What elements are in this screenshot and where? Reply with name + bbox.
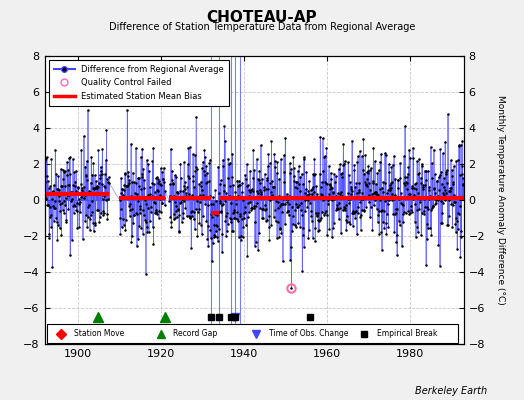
Y-axis label: Monthly Temperature Anomaly Difference (°C): Monthly Temperature Anomaly Difference (… xyxy=(496,95,505,305)
Text: Berkeley Earth: Berkeley Earth xyxy=(415,386,487,396)
Text: Time of Obs. Change: Time of Obs. Change xyxy=(269,329,348,338)
Legend: Difference from Regional Average, Quality Control Failed, Estimated Station Mean: Difference from Regional Average, Qualit… xyxy=(49,60,229,106)
Text: Difference of Station Temperature Data from Regional Average: Difference of Station Temperature Data f… xyxy=(109,22,415,32)
Text: Station Move: Station Move xyxy=(73,329,124,338)
Text: Empirical Break: Empirical Break xyxy=(377,329,437,338)
FancyBboxPatch shape xyxy=(47,324,457,343)
Text: CHOTEAU-AP: CHOTEAU-AP xyxy=(206,10,318,25)
Text: Record Gap: Record Gap xyxy=(173,329,217,338)
